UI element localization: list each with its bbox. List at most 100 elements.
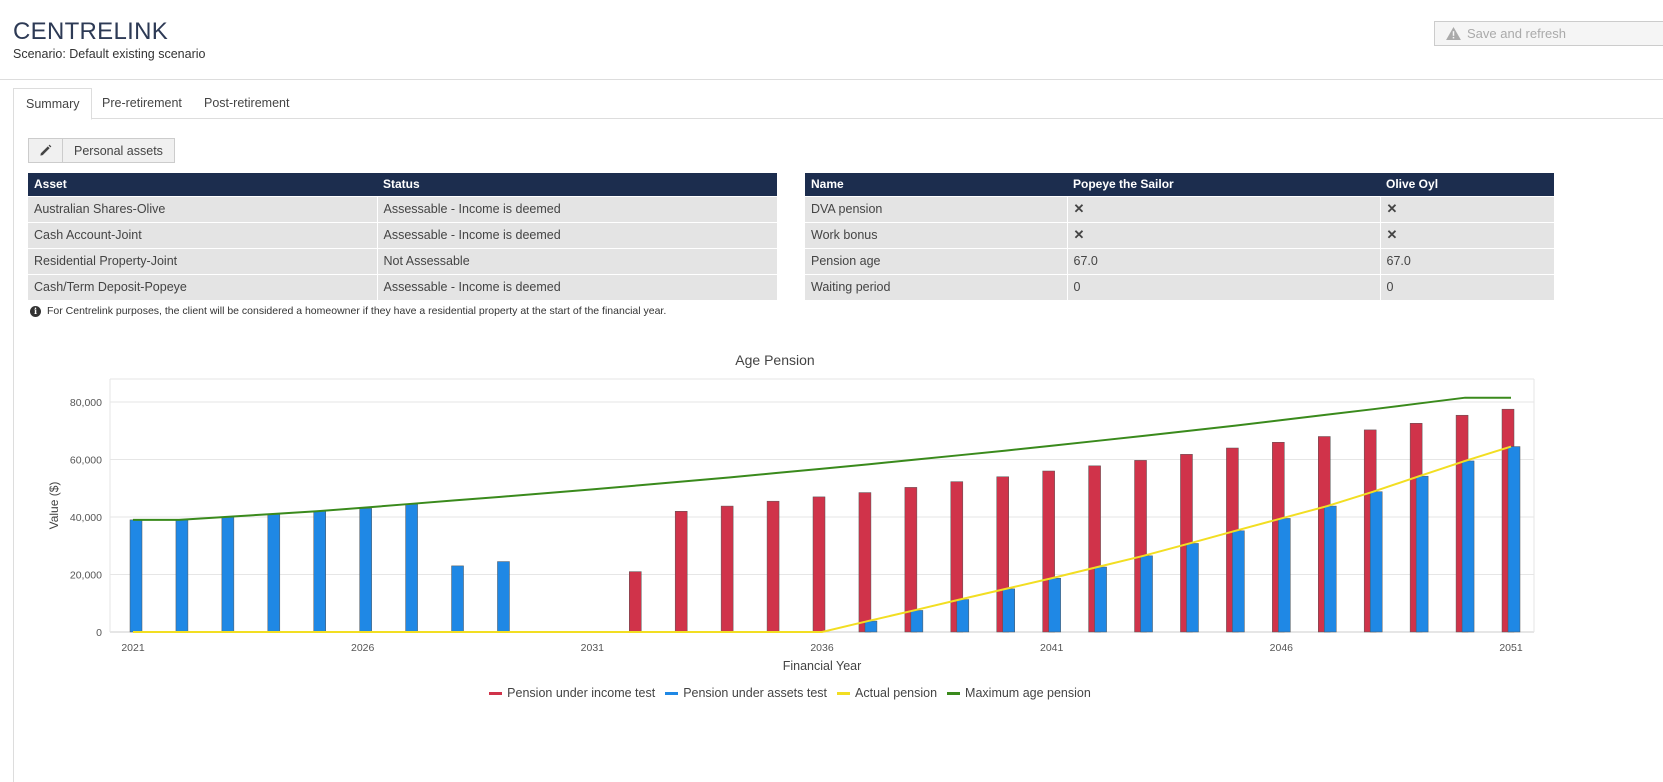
x-tick-label: 2046	[1270, 642, 1294, 654]
assets-test-bar	[313, 511, 326, 633]
tab-pre-retirement[interactable]: Pre-retirement	[102, 96, 182, 110]
save-and-refresh-label: Save and refresh	[1467, 26, 1567, 41]
table-row: Work bonus ✕ ✕	[805, 221, 1554, 248]
assets-test-bar	[1278, 518, 1291, 633]
content-border	[13, 119, 14, 782]
table-header-row: Asset Status	[28, 173, 777, 196]
attribute-cell: Work bonus	[805, 221, 1068, 248]
status-cell: Assessable - Income is deemed	[377, 273, 777, 300]
save-and-refresh-button[interactable]: Save and refresh	[1434, 21, 1663, 46]
legend-swatch	[947, 691, 961, 695]
personal-assets-button[interactable]: Personal assets	[63, 138, 175, 163]
income-test-bar	[720, 505, 734, 633]
homeowner-note: i For Centrelink purposes, the client wi…	[30, 305, 666, 317]
assets-test-bar	[1048, 577, 1061, 633]
assets-test-bar	[1415, 475, 1429, 633]
value-cell: 0	[1067, 273, 1381, 300]
attribute-cell: DVA pension	[805, 195, 1068, 222]
page-title: CENTRELINK	[13, 18, 169, 45]
assets-test-bar	[1324, 505, 1337, 633]
table-row: Cash Account-Joint Assessable - Income i…	[28, 221, 777, 248]
column-header-status: Status	[377, 173, 777, 196]
assets-test-bar	[221, 516, 235, 633]
income-test-bar	[766, 500, 780, 633]
tab-bar: Summary Pre-retirement Post-retirement	[13, 88, 1663, 120]
assets-test-bar	[405, 503, 418, 633]
status-cell: Not Assessable	[377, 247, 777, 274]
income-test-bar	[629, 571, 642, 633]
asset-status-table: Asset Status Australian Shares-Olive Ass…	[28, 173, 777, 300]
assets-test-bar	[1369, 491, 1383, 633]
app-header: CENTRELINK Scenario: Default existing sc…	[0, 0, 1663, 80]
actual-pension-line	[133, 445, 1512, 633]
assets-test-bar	[451, 565, 464, 633]
assets-toolbar: Personal assets	[28, 138, 175, 163]
x-axis-label: Financial Year	[783, 659, 862, 673]
asset-cell: Residential Property-Joint	[28, 247, 378, 274]
table-row: Residential Property-Joint Not Assessabl…	[28, 247, 777, 274]
legend-item[interactable]: Actual pension	[837, 686, 937, 700]
asset-cell: Cash/Term Deposit-Popeye	[28, 273, 378, 300]
y-axis-label: Value ($)	[47, 482, 61, 530]
info-icon: i	[30, 305, 41, 317]
legend-item[interactable]: Pension under income test	[489, 686, 655, 700]
asset-cell: Australian Shares-Olive	[28, 195, 378, 222]
assets-test-bar	[359, 508, 372, 633]
legend-label: Maximum age pension	[965, 686, 1091, 700]
legend-label: Actual pension	[855, 686, 938, 700]
assets-test-bar	[910, 610, 924, 633]
column-header-olive: Olive Oyl	[1380, 173, 1554, 196]
age-pension-chart: Age Pension 0 20,000 40,000 60,000 80,000 2021…	[47, 352, 1535, 673]
status-cell: Assessable - Income is deemed	[377, 195, 777, 222]
asset-cell: Cash Account-Joint	[28, 221, 378, 248]
y-tick-label: 20,000	[70, 570, 102, 582]
assets-test-bar	[497, 561, 510, 633]
column-header-name: Name	[805, 173, 1067, 196]
cross-icon: ✕	[1067, 221, 1381, 248]
chart-title: Age Pension	[735, 352, 814, 368]
attribute-cell: Pension age	[805, 247, 1068, 274]
note-text: For Centrelink purposes, the client will…	[47, 305, 667, 317]
pencil-icon	[40, 144, 52, 156]
assets-test-bar	[1140, 555, 1153, 633]
assets-test-bar	[267, 513, 281, 633]
legend-item[interactable]: Maximum age pension	[947, 686, 1091, 700]
value-cell: 67.0	[1067, 247, 1381, 274]
edit-button[interactable]	[28, 138, 63, 163]
assets-test-bar	[1094, 566, 1107, 633]
assets-test-bar	[175, 519, 189, 633]
x-tick-label: 2026	[351, 642, 375, 654]
x-tick-label: 2021	[121, 642, 145, 654]
attribute-cell: Waiting period	[805, 273, 1068, 300]
y-tick-label: 40,000	[70, 512, 102, 524]
table-row: DVA pension ✕ ✕	[805, 195, 1554, 222]
warning-icon	[1446, 27, 1461, 40]
x-tick-label: 2041	[1040, 642, 1064, 654]
income-test-bar	[858, 492, 872, 633]
assets-test-bar	[129, 519, 143, 633]
value-cell: 0	[1380, 273, 1554, 300]
table-row: Cash/Term Deposit-Popeye Assessable - In…	[28, 273, 777, 300]
assets-test-bar	[1507, 446, 1521, 633]
column-header-asset: Asset	[28, 173, 377, 196]
table-row: Pension age 67.0 67.0	[805, 247, 1554, 274]
assets-test-bar	[1232, 530, 1245, 633]
tab-summary[interactable]: Summary	[13, 88, 93, 120]
table-row: Australian Shares-Olive Assessable - Inc…	[28, 195, 777, 222]
chart-legend: Pension under income test Pension under a…	[0, 686, 1580, 700]
x-tick-label: 2036	[810, 642, 834, 654]
table-row: Waiting period 0 0	[805, 273, 1554, 300]
assets-test-bar	[1461, 460, 1475, 633]
cross-icon: ✕	[1380, 195, 1554, 222]
x-tick-label: 2051	[1499, 642, 1523, 654]
legend-label: Pension under assets test	[683, 686, 828, 700]
y-tick-label: 60,000	[70, 455, 102, 467]
tab-post-retirement[interactable]: Post-retirement	[204, 96, 290, 110]
person-details-table: Name Popeye the Sailor Olive Oyl DVA pen…	[805, 173, 1554, 300]
income-test-bar	[674, 511, 688, 633]
cross-icon: ✕	[1067, 195, 1381, 222]
legend-swatch	[489, 691, 503, 695]
legend-item[interactable]: Pension under assets test	[665, 686, 827, 700]
assets-test-bar	[956, 599, 970, 633]
y-tick-label: 80,000	[70, 397, 102, 409]
